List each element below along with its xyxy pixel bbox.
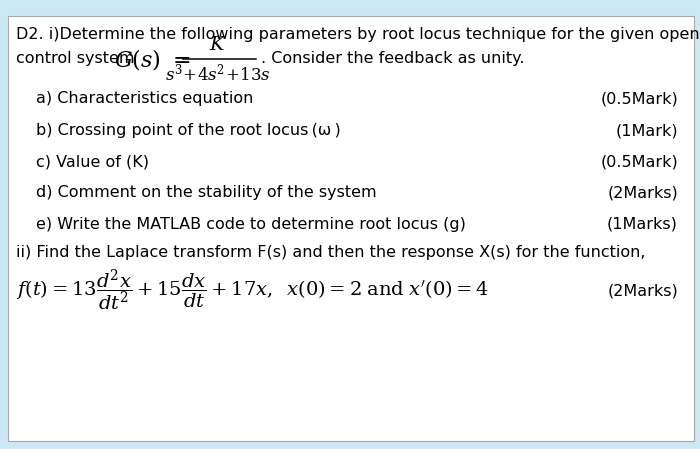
Text: control system: control system — [16, 52, 134, 66]
FancyBboxPatch shape — [8, 16, 694, 441]
Text: (0.5Mark): (0.5Mark) — [601, 92, 678, 106]
Text: $\mathit{G}(\mathit{s})$: $\mathit{G}(\mathit{s})$ — [114, 47, 161, 71]
Text: c) Value of (K): c) Value of (K) — [36, 154, 149, 170]
Text: e) Write the MATLAB code to determine root locus (g): e) Write the MATLAB code to determine ro… — [36, 216, 466, 232]
Text: $s^3\!+\!4s^2\!+\!13s$: $s^3\!+\!4s^2\!+\!13s$ — [165, 62, 271, 84]
Text: b) Crossing point of the root locus (ω ): b) Crossing point of the root locus (ω ) — [36, 123, 341, 138]
Text: (0.5Mark): (0.5Mark) — [601, 154, 678, 170]
Text: $=$: $=$ — [168, 49, 190, 69]
Text: $K$: $K$ — [209, 35, 227, 54]
Text: D2. i)Determine the following parameters by root locus technique for the given o: D2. i)Determine the following parameters… — [16, 27, 700, 42]
Text: (1Marks): (1Marks) — [607, 216, 678, 232]
Text: (2Marks): (2Marks) — [608, 185, 678, 201]
Text: (2Marks): (2Marks) — [608, 283, 678, 299]
Text: $f(t) = 13\dfrac{d^2x}{dt^2} + 15\dfrac{dx}{dt} + 17x,\;\; x(0) = 2 \;\mathrm{an: $f(t) = 13\dfrac{d^2x}{dt^2} + 15\dfrac{… — [16, 268, 489, 314]
Text: . Consider the feedback as unity.: . Consider the feedback as unity. — [261, 52, 524, 66]
Text: (1Mark): (1Mark) — [615, 123, 678, 138]
Text: d) Comment on the stability of the system: d) Comment on the stability of the syste… — [36, 185, 377, 201]
Text: a) Characteristics equation: a) Characteristics equation — [36, 92, 253, 106]
Text: ii) Find the Laplace transform F(s) and then the response X(s) for the function,: ii) Find the Laplace transform F(s) and … — [16, 245, 645, 260]
